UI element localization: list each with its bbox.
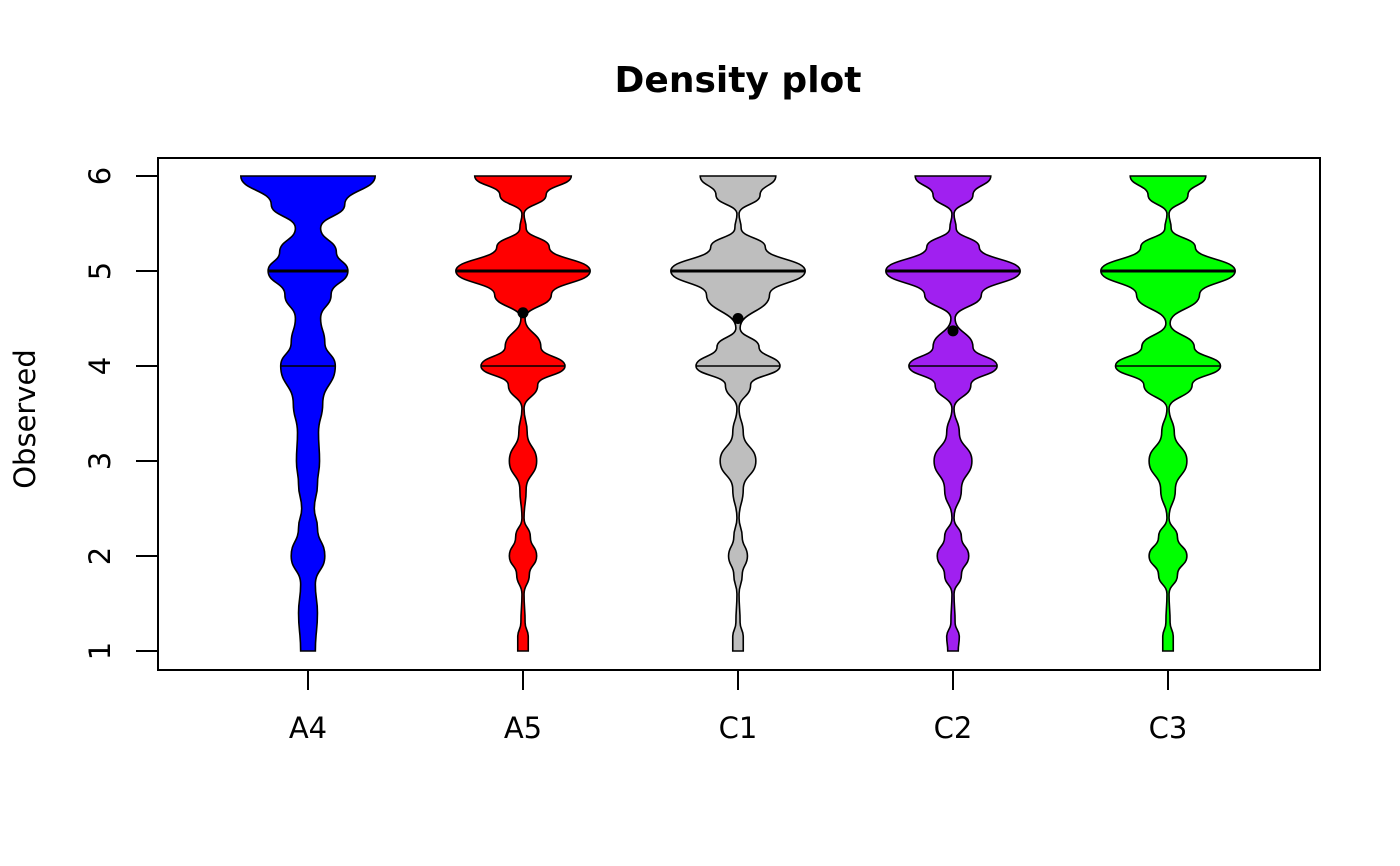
y-tick-label: 4	[83, 357, 117, 375]
violins	[239, 175, 1237, 652]
violin-A4	[239, 175, 377, 652]
x-tick-label: C3	[1149, 711, 1188, 745]
y-tick-label: 2	[83, 547, 117, 565]
violin-C2	[884, 175, 1022, 652]
mean-dot-A5	[517, 307, 529, 319]
y-axis: 1 2 3 4 5 6	[83, 167, 159, 660]
x-tick-label: C2	[934, 711, 973, 745]
chart-title: Density plot	[615, 60, 862, 101]
x-tick-label: A5	[504, 711, 542, 745]
y-tick-label: 6	[83, 167, 117, 185]
y-tick-label: 5	[83, 262, 117, 280]
violin-A5	[454, 175, 592, 652]
x-axis: A4 A5 C1 C2 C3	[289, 670, 1188, 745]
y-tick-label: 1	[83, 642, 117, 660]
x-tick-label: A4	[289, 711, 327, 745]
y-axis-label: Observed	[8, 349, 42, 489]
mean-dot-C2	[947, 325, 959, 337]
y-tick-label: 3	[83, 452, 117, 470]
x-tick-label: C1	[719, 711, 758, 745]
violin-C1	[669, 175, 807, 652]
mean-dot-C1	[732, 313, 744, 324]
violin-C3	[1099, 175, 1237, 652]
